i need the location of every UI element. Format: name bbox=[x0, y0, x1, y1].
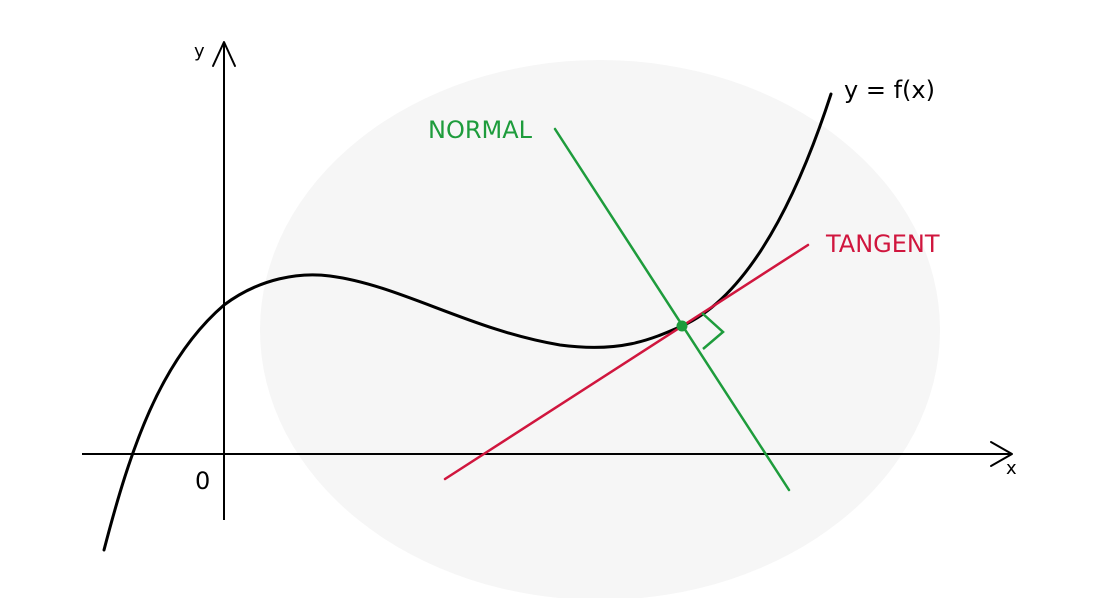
curve-label: y = f(x) bbox=[844, 76, 935, 104]
right-angle-marker-icon bbox=[701, 312, 725, 350]
tangent-line bbox=[443, 243, 810, 481]
tangent-label: TANGENT bbox=[825, 230, 940, 258]
curve-f-of-x bbox=[102, 92, 833, 552]
y-axis-label: y bbox=[194, 41, 205, 62]
normal-line bbox=[553, 127, 791, 492]
x-axis-label: x bbox=[1006, 458, 1017, 479]
arrowhead-right-icon bbox=[990, 441, 1013, 467]
point-of-contact-icon bbox=[676, 320, 688, 332]
arrowhead-up-icon bbox=[212, 41, 236, 67]
background-watermark bbox=[260, 60, 940, 598]
origin-label: 0 bbox=[195, 467, 210, 495]
normal-label: NORMAL bbox=[428, 116, 533, 144]
